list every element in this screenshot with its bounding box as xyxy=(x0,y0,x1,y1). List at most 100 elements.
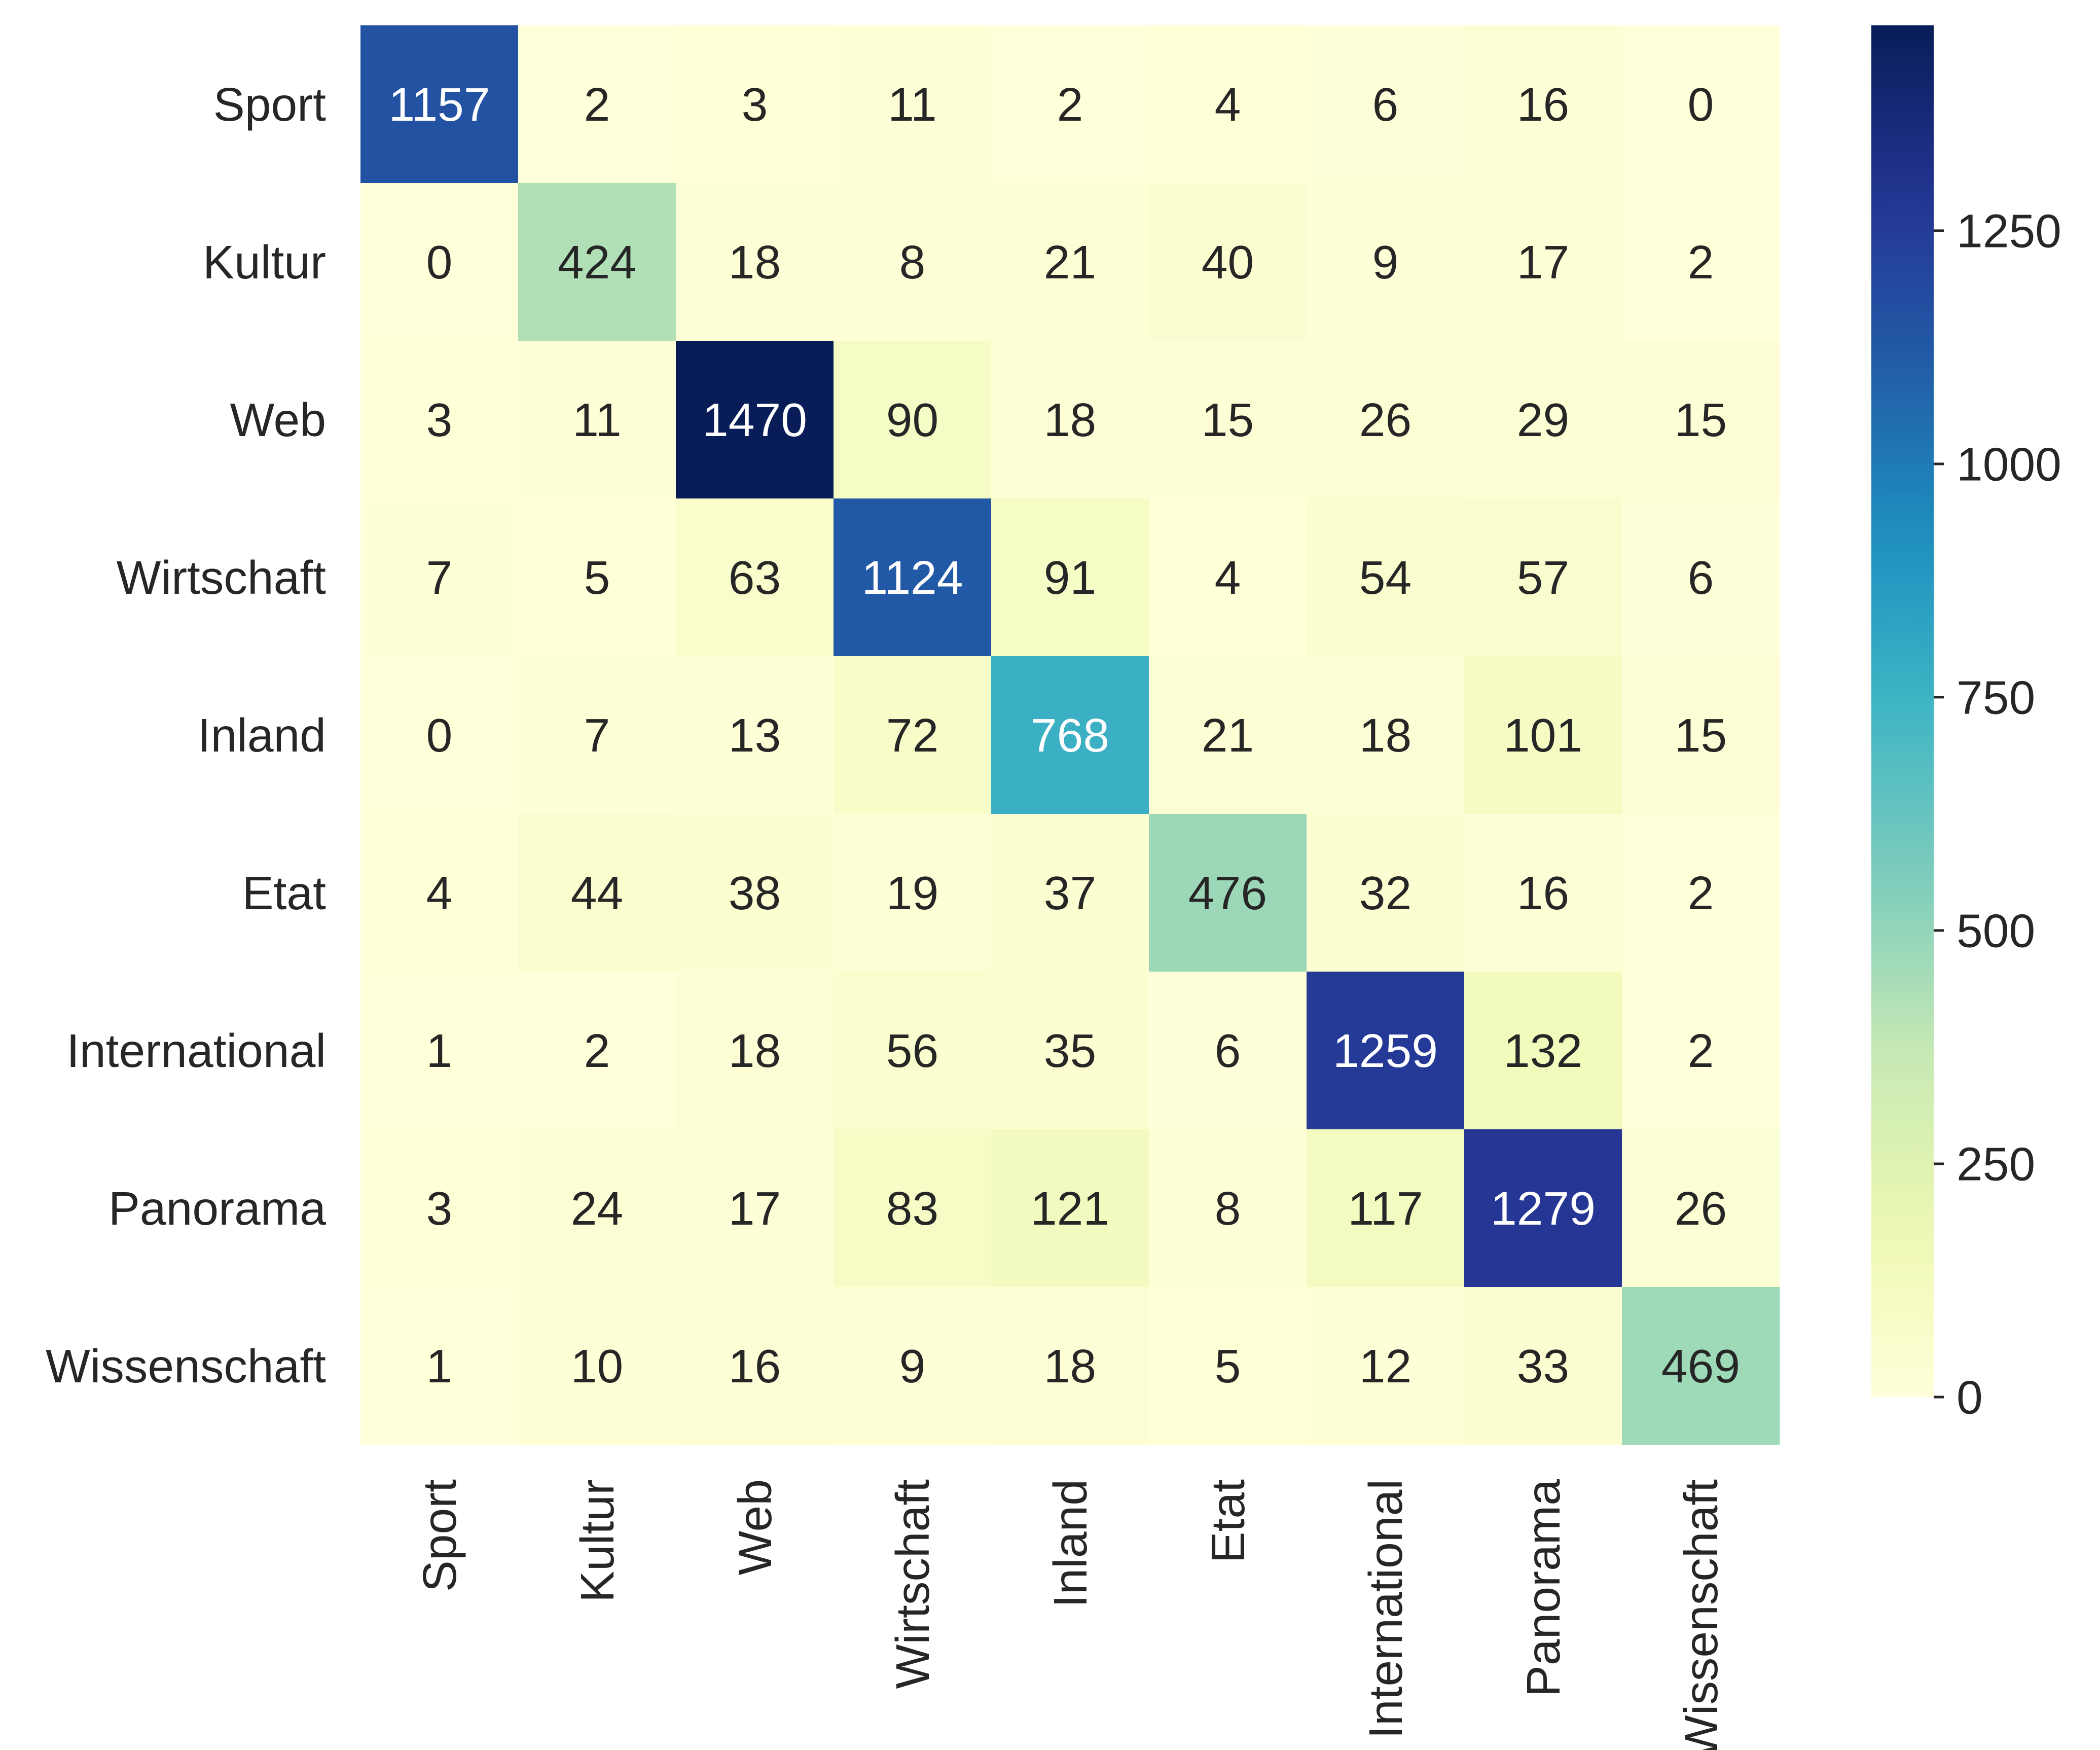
heatmap-cell xyxy=(834,498,992,657)
cell-value-label: 6 xyxy=(1372,78,1399,131)
cell-value-label: 1124 xyxy=(862,551,963,604)
cell-value-label: 8 xyxy=(1215,1182,1241,1235)
heatmap-cell xyxy=(518,656,676,814)
heatmap-cell xyxy=(991,341,1149,499)
cell-value-label: 11 xyxy=(888,78,937,131)
x-tick-label-group: Inland xyxy=(1044,1479,1097,1608)
cell-value-label: 83 xyxy=(886,1182,938,1235)
heatmap-cell xyxy=(676,25,834,184)
heatmap-cell xyxy=(1464,183,1622,341)
heatmap-cell xyxy=(360,1129,519,1288)
cell-value-label: 2 xyxy=(1688,867,1714,919)
x-tick-label: Web xyxy=(729,1479,781,1576)
cell-value-label: 4 xyxy=(1215,551,1241,604)
cell-value-label: 15 xyxy=(1675,394,1727,446)
cell-value-label: 21 xyxy=(1202,709,1254,762)
heatmap-cell xyxy=(518,183,676,341)
heatmap-cell xyxy=(1464,25,1622,184)
x-tick-label-group: Wissenschaft xyxy=(1675,1479,1727,1750)
colorbar-tick-label: 1000 xyxy=(1957,438,2061,490)
cell-value-label: 35 xyxy=(1044,1024,1096,1077)
cell-value-label: 72 xyxy=(886,709,938,762)
cell-value-label: 7 xyxy=(426,551,453,604)
heatmap-cell xyxy=(1622,341,1780,499)
y-tick-label: Wissenschaft xyxy=(46,1340,326,1392)
cell-value-label: 2 xyxy=(1688,1024,1714,1077)
heatmap-cell xyxy=(518,814,676,972)
cell-value-label: 12 xyxy=(1359,1340,1411,1392)
heatmap-cell xyxy=(1149,814,1307,972)
cell-value-label: 0 xyxy=(426,709,453,762)
cell-value-label: 0 xyxy=(1688,78,1714,131)
cell-value-label: 63 xyxy=(729,551,781,604)
heatmap-cell xyxy=(360,656,519,814)
heatmap-cell xyxy=(1307,183,1465,341)
cell-value-label: 16 xyxy=(1517,78,1569,131)
heatmap-cell xyxy=(676,183,834,341)
heatmap-cell xyxy=(518,498,676,657)
x-tick-label-group: International xyxy=(1359,1479,1412,1739)
cell-value-label: 15 xyxy=(1675,709,1727,762)
x-tick-label-group: Etat xyxy=(1202,1479,1254,1563)
heatmap-cell xyxy=(1307,25,1465,184)
heatmap-cell xyxy=(1622,1287,1780,1445)
cell-value-label: 4 xyxy=(1215,78,1241,131)
y-tick-label: Panorama xyxy=(108,1182,326,1235)
heatmap-cell xyxy=(834,656,992,814)
heatmap-cell xyxy=(991,656,1149,814)
cell-value-label: 121 xyxy=(1031,1182,1109,1235)
heatmap-cell xyxy=(834,972,992,1130)
heatmap-cell xyxy=(676,341,834,499)
cell-value-label: 117 xyxy=(1348,1182,1423,1235)
x-tick-label: Panorama xyxy=(1517,1479,1570,1697)
cell-value-label: 90 xyxy=(886,394,938,446)
heatmap-cell xyxy=(518,972,676,1130)
cell-value-label: 2 xyxy=(1688,236,1714,289)
x-tick-label: Inland xyxy=(1044,1479,1097,1608)
heatmap-cell xyxy=(518,341,676,499)
colorbar-tick-label: 0 xyxy=(1957,1371,1983,1424)
cell-value-label: 3 xyxy=(742,78,768,131)
cell-value-label: 3 xyxy=(426,394,453,446)
heatmap-cell xyxy=(676,814,834,972)
cell-value-label: 18 xyxy=(1359,709,1411,762)
heatmap-cell xyxy=(1464,498,1622,657)
x-tick-label: Etat xyxy=(1202,1479,1254,1563)
cell-value-label: 101 xyxy=(1504,709,1582,762)
cell-value-label: 1279 xyxy=(1491,1182,1596,1235)
cell-value-label: 18 xyxy=(1044,1340,1096,1392)
heatmap-cell xyxy=(1464,1287,1622,1445)
y-tick-label: International xyxy=(66,1024,326,1077)
heatmap-cell xyxy=(676,972,834,1130)
colorbar-gradient xyxy=(1871,25,1934,1397)
cell-value-label: 9 xyxy=(899,1340,926,1392)
y-tick-label: Kultur xyxy=(203,236,326,289)
x-tick-label: Wirtschaft xyxy=(886,1479,939,1689)
heatmap-cell xyxy=(991,814,1149,972)
cell-value-label: 424 xyxy=(558,236,636,289)
cell-value-label: 18 xyxy=(729,236,781,289)
x-axis-tick-labels: Sport Kultur Web Wirtschaft Inland Etat Intern… xyxy=(413,1479,1727,1750)
heatmap-cell xyxy=(360,1287,519,1445)
cell-value-label: 476 xyxy=(1188,867,1267,919)
cell-value-label: 5 xyxy=(584,551,610,604)
cell-value-label: 13 xyxy=(729,709,781,762)
cell-value-label: 768 xyxy=(1031,709,1109,762)
y-tick-label: Inland xyxy=(198,709,326,762)
cell-value-label: 56 xyxy=(886,1024,938,1077)
heatmap-cell xyxy=(1464,1129,1622,1288)
cell-value-label: 15 xyxy=(1202,394,1254,446)
x-tick-label-group: Sport xyxy=(413,1479,466,1592)
cell-value-label: 37 xyxy=(1044,867,1096,919)
x-tick-label: Kultur xyxy=(571,1479,624,1602)
cell-value-label: 8 xyxy=(899,236,926,289)
cell-value-label: 6 xyxy=(1215,1024,1241,1077)
heatmap-cell xyxy=(1149,656,1307,814)
heatmap-cell xyxy=(991,972,1149,1130)
cell-value-label: 44 xyxy=(571,867,623,919)
heatmap-cell xyxy=(676,498,834,657)
heatmap-cell xyxy=(1622,814,1780,972)
heatmap-cell xyxy=(1622,183,1780,341)
cell-value-label: 11 xyxy=(572,394,622,446)
